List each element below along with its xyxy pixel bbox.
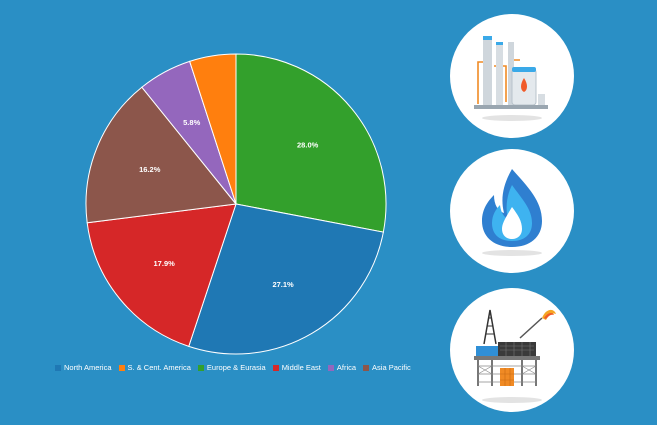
legend-swatch bbox=[118, 364, 125, 371]
legend-swatch bbox=[272, 364, 279, 371]
legend-swatch bbox=[197, 364, 204, 371]
pie-slice-asia-pacific bbox=[85, 86, 237, 224]
legend-label: Europe & Eurasia bbox=[206, 363, 266, 372]
pie-slice-north-america bbox=[188, 203, 384, 355]
legend: North America S. & Cent. America Europe & … bbox=[55, 363, 411, 372]
legend-item: Asia Pacific bbox=[363, 363, 411, 372]
pie-data-label: 5.8% bbox=[183, 118, 200, 127]
legend-label: Africa bbox=[336, 363, 357, 372]
pie-slice-middle-east bbox=[86, 203, 237, 347]
legend-item: Europe & Eurasia bbox=[197, 363, 266, 372]
legend-item: Middle East bbox=[272, 363, 321, 372]
pie-data-label: 16.2% bbox=[139, 165, 161, 174]
legend-swatch bbox=[327, 364, 334, 371]
legend-item: North America bbox=[55, 363, 112, 372]
legend-swatch bbox=[363, 364, 370, 371]
flame-icon bbox=[450, 149, 574, 273]
pie-data-label: 28.0% bbox=[297, 141, 319, 150]
pie-slice-s-cent-america bbox=[189, 53, 237, 205]
legend-label: S. & Cent. America bbox=[127, 363, 191, 372]
legend-swatch bbox=[55, 364, 61, 371]
legend-label: Asia Pacific bbox=[372, 363, 411, 372]
gas-plant-icon bbox=[450, 14, 574, 138]
pie-data-label: 17.9% bbox=[154, 259, 176, 268]
pie-slice-europe-eurasia bbox=[235, 53, 387, 233]
legend-item: Africa bbox=[327, 363, 357, 372]
legend-item: S. & Cent. America bbox=[118, 363, 191, 372]
legend-label: Middle East bbox=[281, 363, 321, 372]
pie-data-label: 27.1% bbox=[272, 280, 294, 289]
legend-label: North America bbox=[64, 363, 112, 372]
offshore-rig-icon bbox=[450, 288, 574, 412]
